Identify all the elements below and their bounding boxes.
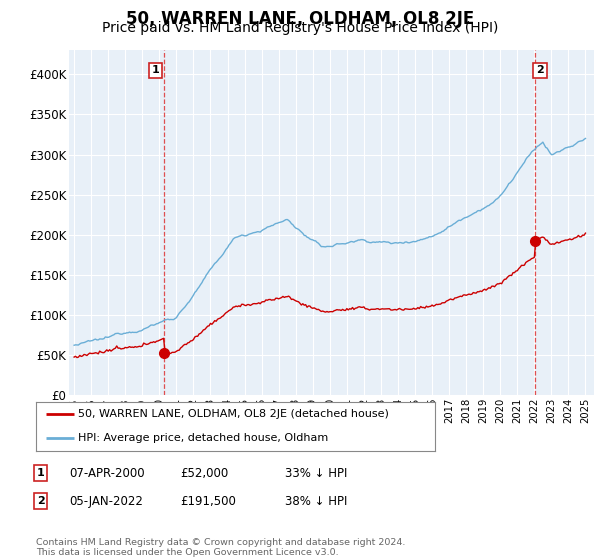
Text: Price paid vs. HM Land Registry's House Price Index (HPI): Price paid vs. HM Land Registry's House …	[102, 21, 498, 35]
Text: £52,000: £52,000	[180, 466, 228, 480]
Text: 05-JAN-2022: 05-JAN-2022	[69, 494, 143, 508]
Text: 50, WARREN LANE, OLDHAM, OL8 2JE (detached house): 50, WARREN LANE, OLDHAM, OL8 2JE (detach…	[78, 409, 389, 419]
Text: 33% ↓ HPI: 33% ↓ HPI	[285, 466, 347, 480]
Text: 2: 2	[37, 496, 44, 506]
Text: 38% ↓ HPI: 38% ↓ HPI	[285, 494, 347, 508]
Text: Contains HM Land Registry data © Crown copyright and database right 2024.
This d: Contains HM Land Registry data © Crown c…	[36, 538, 406, 557]
Text: 1: 1	[152, 66, 159, 76]
Text: 07-APR-2000: 07-APR-2000	[69, 466, 145, 480]
Text: 1: 1	[37, 468, 44, 478]
Text: 2: 2	[536, 66, 544, 76]
Text: HPI: Average price, detached house, Oldham: HPI: Average price, detached house, Oldh…	[78, 433, 328, 444]
Text: 50, WARREN LANE, OLDHAM, OL8 2JE: 50, WARREN LANE, OLDHAM, OL8 2JE	[126, 10, 474, 27]
Text: £191,500: £191,500	[180, 494, 236, 508]
